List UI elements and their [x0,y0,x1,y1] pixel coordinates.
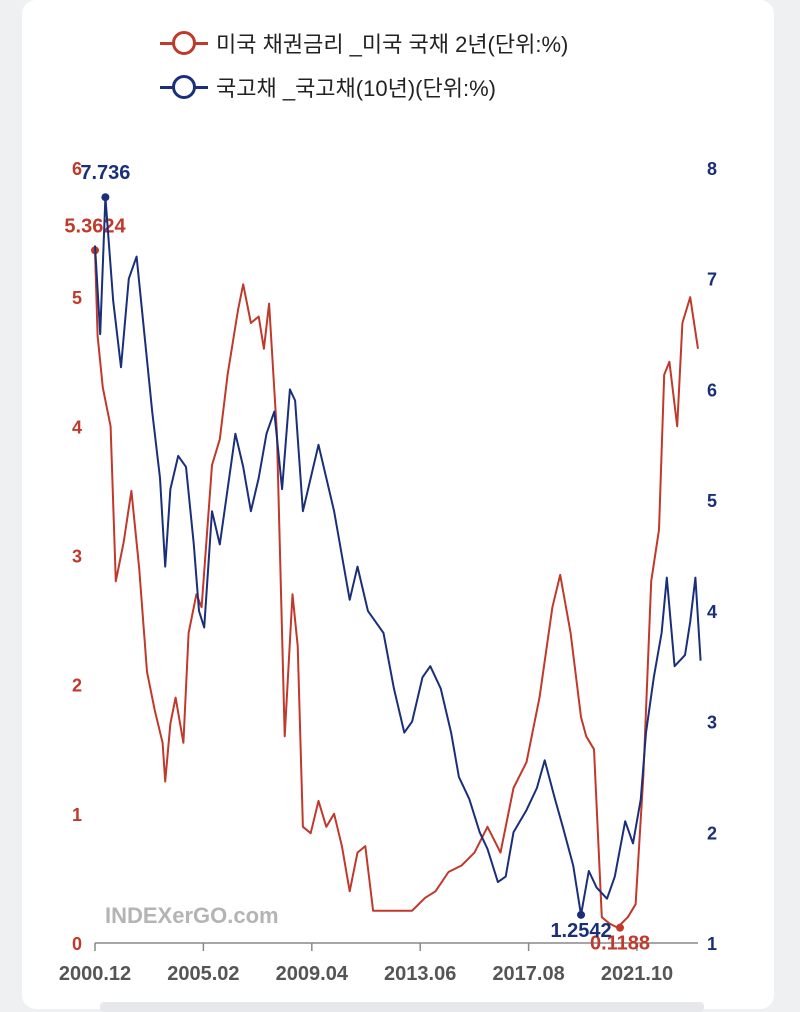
y-left-tick-label: 5 [72,288,82,308]
y-right-tick-label: 1 [707,934,717,954]
y-right-tick-label: 3 [707,713,717,733]
x-tick-label: 2013.06 [384,963,456,985]
legend-item-us-2y[interactable]: 미국 채권금리 _미국 국채 2년(단위:%) [160,26,568,60]
watermark: INDEXerGO.com [105,903,279,928]
series-point [101,193,110,202]
series-point [577,910,586,919]
y-left-tick-label: 6 [72,159,82,179]
y-right-tick-label: 7 [707,270,717,290]
chart-card [22,0,774,1009]
x-tick-label: 2000.12 [59,963,131,985]
y-right-tick-label: 4 [707,602,717,622]
y-left-tick-label: 0 [72,934,82,954]
y-left-tick-label: 4 [72,417,82,437]
legend-label-kr-10y: 국고채 _국고채(10년)(단위:%) [216,76,496,101]
y-right-tick-label: 6 [707,380,717,400]
x-tick-label: 2009.04 [276,963,349,985]
y-right-tick-label: 8 [707,159,717,179]
y-left-tick-label: 3 [72,547,82,567]
x-tick-label: 2017.08 [492,963,564,985]
data-label: 1.2542 [550,920,611,942]
x-tick-label: 2005.02 [167,963,239,985]
data-label: 7.736 [80,162,130,184]
series-line-0 [94,250,699,929]
legend: 미국 채권금리 _미국 국채 2년(단위:%) 국고채 _국고채(10년)(단위… [160,26,568,114]
data-label: 5.3624 [64,215,126,237]
data-label: 0.1188 [590,933,650,955]
y-right-tick-label: 2 [707,823,717,843]
series-line-1 [94,196,702,916]
legend-label-us-2y: 미국 채권금리 _미국 국채 2년(단위:%) [216,32,569,57]
y-left-tick-label: 2 [72,676,82,696]
x-tick-label: 2021.10 [601,963,673,985]
series-point [616,923,625,932]
legend-marker-us-2y [160,31,208,55]
scroll-bar[interactable] [100,1002,704,1012]
y-right-tick-label: 5 [707,491,717,511]
legend-marker-kr-10y [160,75,208,99]
y-left-tick-label: 1 [72,805,82,825]
legend-item-kr-10y[interactable]: 국고채 _국고채(10년)(단위:%) [160,70,568,104]
